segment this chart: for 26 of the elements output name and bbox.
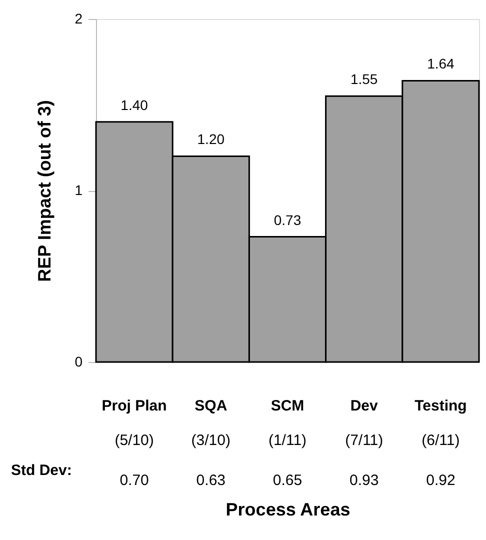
text: (6/11) (422, 432, 460, 449)
text: Std Dev: (11, 462, 72, 479)
text: 0.65 (272, 472, 302, 489)
x-tick-label: Testing (414, 398, 467, 414)
text: (3/10) (191, 432, 230, 449)
data-label: 1.20 (197, 131, 225, 148)
x-axis-title: Process Areas (226, 500, 350, 520)
x-tick-label: SCM (270, 398, 304, 414)
y-tick-label: 0 (74, 354, 83, 370)
text: 0.70 (120, 472, 149, 489)
x-tick-label: Dev (350, 398, 379, 414)
text: (7/11) (345, 432, 384, 449)
x-tick-label: Proj Plan (102, 398, 167, 414)
y-axis-title: REP Impact (out of 3) (34, 100, 55, 282)
text: (5/10) (114, 432, 154, 449)
data-label: 0.73 (274, 212, 302, 228)
x-tick-label: SQA (194, 398, 228, 414)
y-tick-label: 1 (74, 182, 83, 198)
text: (1/11) (268, 432, 307, 449)
data-label: 1.64 (427, 56, 455, 72)
text: 0.92 (426, 472, 456, 489)
data-label: 1.55 (350, 71, 378, 88)
text: 0.93 (350, 472, 379, 489)
data-label: 1.40 (120, 96, 148, 113)
text: 0.63 (196, 472, 226, 489)
y-tick-label: 2 (74, 10, 83, 26)
